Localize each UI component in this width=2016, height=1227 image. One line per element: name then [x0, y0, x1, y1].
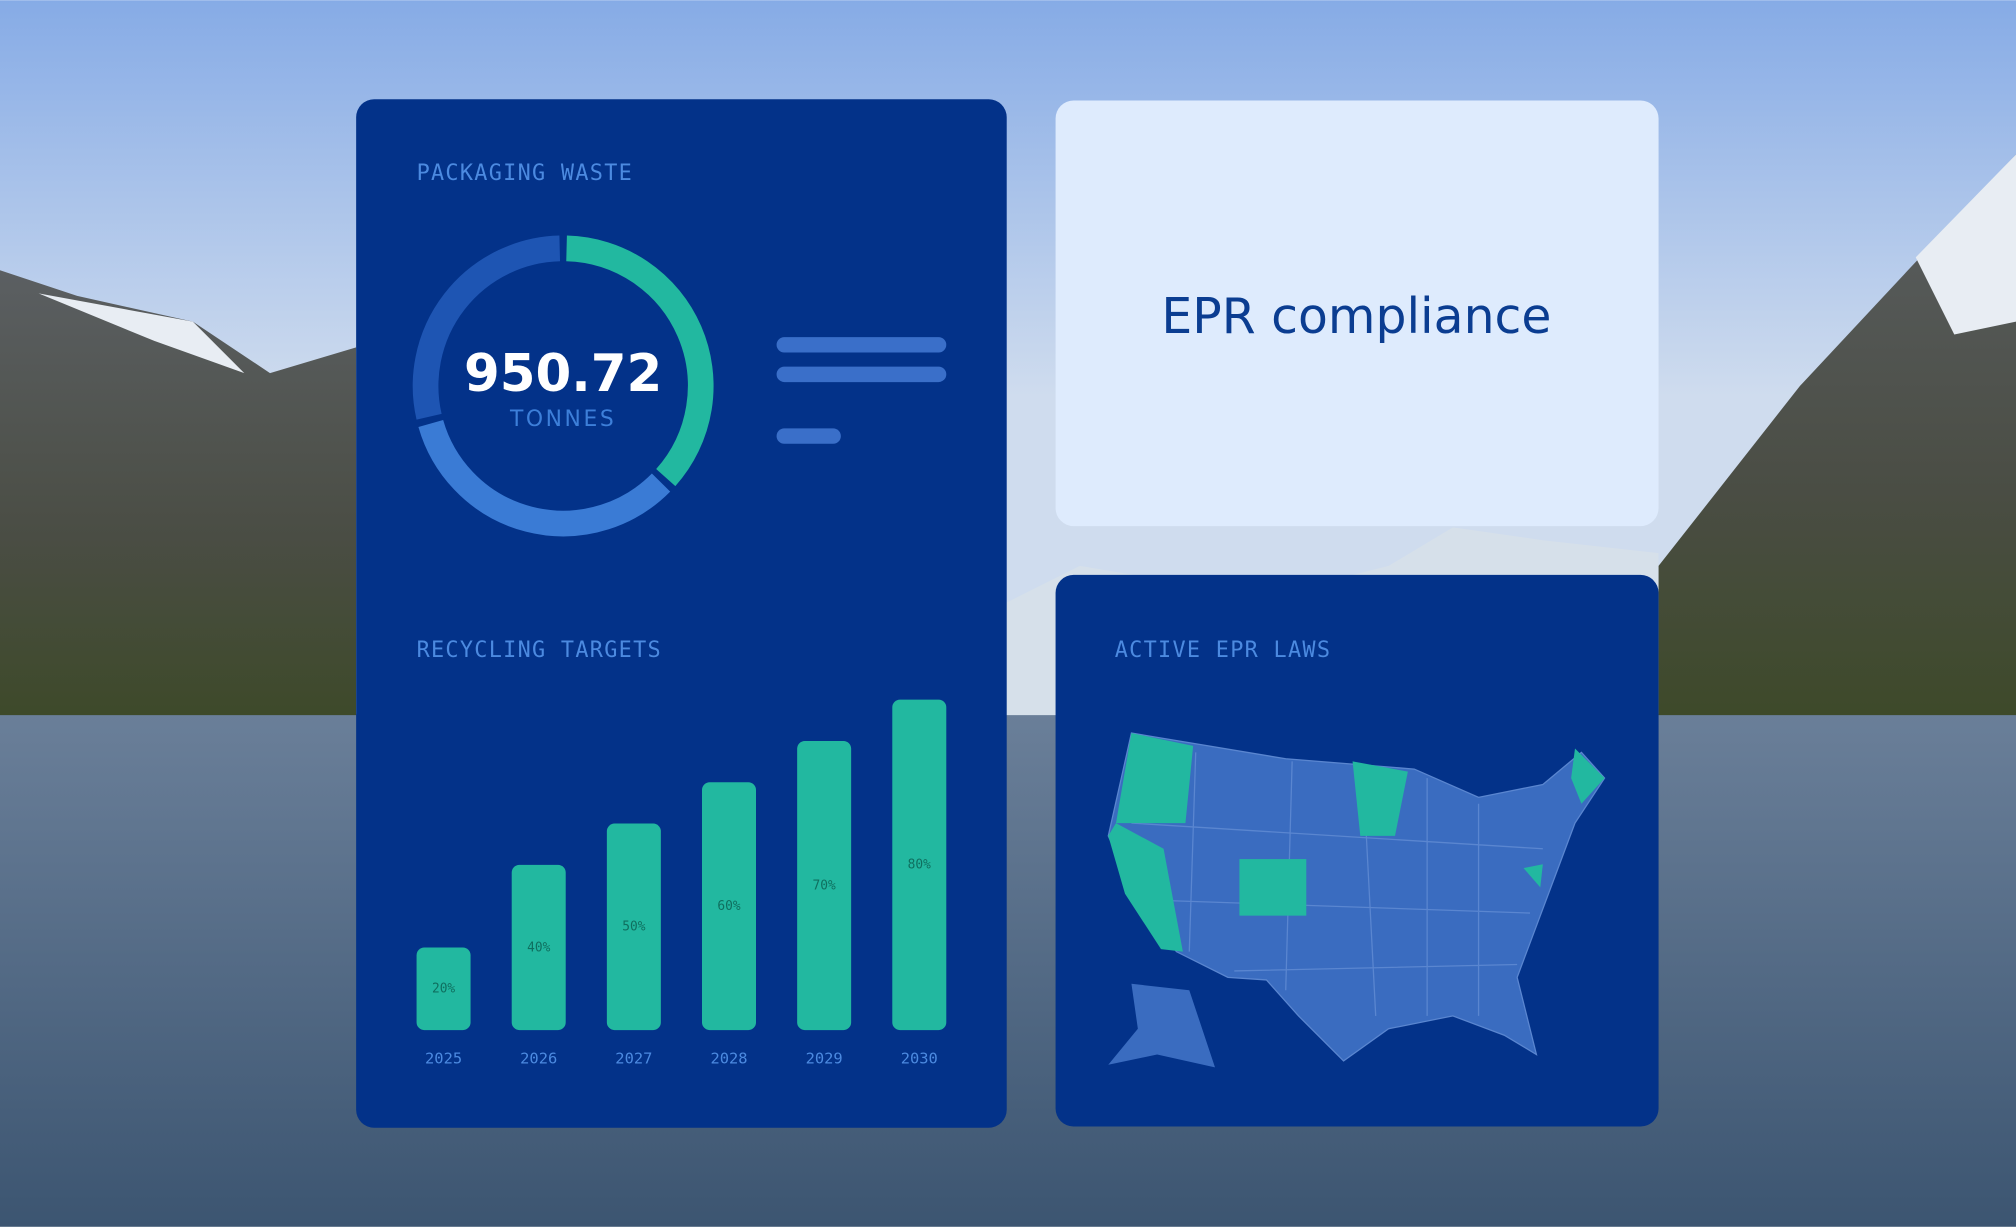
bar: [797, 740, 852, 1031]
donut-segment: [566, 235, 714, 487]
compliance-card: [1055, 100, 1659, 527]
snow: [1915, 154, 2016, 335]
card-title: PACKAGING WASTE: [417, 161, 634, 186]
us-map: [1107, 732, 1606, 1068]
bar: [511, 864, 566, 1031]
donut-segment: [418, 419, 671, 537]
bar-value-label: 60%: [717, 899, 740, 914]
left-mountain: [0, 270, 357, 716]
bar: [416, 947, 471, 1031]
compliance-title: EPR compliance: [1161, 288, 1551, 345]
bar-value-label: 50%: [622, 920, 645, 935]
card-title: ACTIVE EPR LAWS: [1115, 638, 1332, 663]
x-tick-label: 2025: [425, 1050, 462, 1068]
law-state: [1571, 748, 1605, 804]
bar: [892, 699, 947, 1031]
x-tick-label: 2029: [806, 1050, 843, 1068]
x-tick-label: 2030: [901, 1050, 938, 1068]
water: [0, 713, 2016, 1227]
states: [1107, 732, 1606, 1062]
law-state: [1108, 823, 1183, 952]
bar-value-label: 80%: [908, 858, 931, 873]
placeholder-line: [776, 337, 947, 353]
bar: [702, 782, 756, 1031]
law-state: [1352, 761, 1408, 836]
alaska: [1108, 983, 1215, 1068]
placeholder-line: [776, 366, 947, 383]
bar: [606, 823, 661, 1031]
x-tick-label: 2027: [615, 1050, 652, 1068]
donut-value: 950.72: [464, 344, 662, 404]
x-tick-label: 2028: [710, 1050, 747, 1068]
snow: [38, 293, 245, 374]
law-state: [1239, 859, 1307, 916]
bar-value-label: 20%: [432, 982, 455, 997]
placeholder-line: [776, 428, 841, 444]
right-mountain: [1658, 154, 2016, 716]
bar-value-label: 40%: [527, 940, 550, 955]
donut-unit: TONNES: [509, 407, 616, 432]
bar-value-label: 70%: [813, 878, 836, 893]
donut-segment: [412, 235, 561, 420]
law-state: [1523, 864, 1543, 888]
x-tick-label: 2026: [520, 1050, 557, 1068]
card-title: RECYCLING TARGETS: [417, 638, 662, 663]
law-state: [1116, 733, 1194, 824]
